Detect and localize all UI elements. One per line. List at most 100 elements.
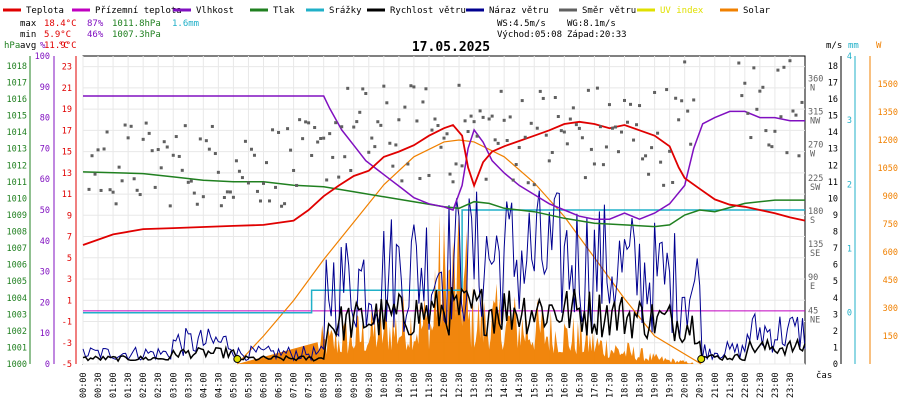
wind-direction-dot <box>644 154 648 158</box>
stat-max-hum: 87% <box>87 19 104 29</box>
w-tick-label: 450 <box>883 276 898 286</box>
wind-direction-dot <box>641 157 645 161</box>
stats-block: max 18.4°C 87% 1011.8hPa 1.6mm min 5.9°C… <box>20 19 627 51</box>
direction-tick-letter: SE <box>810 249 820 259</box>
wind-direction-dot <box>331 155 335 159</box>
wind-direction-dot <box>514 163 518 167</box>
ms-tick-label: 5 <box>833 277 838 287</box>
wind-direction-dot <box>201 195 205 199</box>
wind-direction-dot <box>601 163 605 167</box>
wind-direction-dot <box>117 165 121 169</box>
wind-direction-dot <box>322 136 326 140</box>
wind-direction-dot <box>616 150 620 154</box>
x-tick-label: 05:30 <box>244 372 254 398</box>
wind-direction-dot <box>484 177 488 181</box>
wind-direction-dot <box>129 124 133 128</box>
celsius-tick-label: 11 <box>62 190 72 200</box>
x-tick-label: 20:30 <box>696 372 706 398</box>
wind-direction-dot <box>388 141 392 145</box>
wind-direction-dot <box>650 146 654 150</box>
wind-direction-dot <box>604 145 608 149</box>
x-tick-label: 12:30 <box>455 372 465 398</box>
wind-direction-dot <box>800 100 804 104</box>
wind-direction-dot <box>334 121 338 125</box>
wind-direction-dot <box>180 168 184 172</box>
wind-direction-dot <box>773 129 777 133</box>
stat-sunrise: Východ:05:08 <box>497 30 562 40</box>
wind-direction-dot <box>445 132 449 136</box>
wind-direction-dot <box>635 123 639 127</box>
x-tick-label: 17:00 <box>590 372 600 398</box>
wind-direction-dot <box>677 118 681 122</box>
wind-direction-dot <box>316 140 320 144</box>
stat-ws: WS:4.5m/s <box>497 19 546 29</box>
humidity-line <box>83 95 805 221</box>
wind-direction-dot <box>307 121 311 125</box>
wind-direction-dot <box>505 138 509 142</box>
x-tick-label: 07:00 <box>290 372 300 398</box>
wind-direction-dot <box>478 109 482 113</box>
wind-direction-dot <box>349 168 353 172</box>
wind-direction-dot <box>277 130 281 134</box>
hpa-tick-label: 1003 <box>7 310 27 320</box>
wind-direction-dot <box>499 89 503 93</box>
wind-direction-dot <box>340 125 344 129</box>
x-tick-label: 04:00 <box>199 372 209 398</box>
hpa-tick-label: 1012 <box>7 161 27 171</box>
wind-direction-dot <box>258 199 262 203</box>
wind-direction-dot <box>526 181 530 185</box>
legend-label: Srážky <box>329 6 362 16</box>
axes: hPa% °C1018101710161015101410131012101110… <box>4 41 898 398</box>
wind-direction-dot <box>409 84 413 88</box>
wind-direction-dot <box>162 140 166 144</box>
wind-direction-dot <box>797 154 801 158</box>
wind-direction-dot <box>433 117 437 121</box>
wind-direction-dot <box>607 103 611 107</box>
wind-direction-dot <box>523 135 527 139</box>
hpa-tick-label: 1017 <box>7 78 27 88</box>
hpa-tick-label: 1014 <box>7 128 27 138</box>
wind-direction-dot <box>114 202 118 206</box>
w-axis-unit: W <box>876 41 882 51</box>
wind-direction-dot <box>108 188 112 192</box>
celsius-tick-label: 5 <box>67 254 72 264</box>
w-tick-label: 150 <box>883 332 898 342</box>
wind-direction-dot <box>764 129 768 133</box>
wind-direction-dot <box>219 204 223 208</box>
wind-direction-dot <box>767 143 771 147</box>
x-tick-label: 08:30 <box>335 372 345 398</box>
wind-direction-dot <box>262 181 265 185</box>
hpa-tick-label: 1008 <box>7 228 27 238</box>
wind-direction-dot <box>502 118 506 122</box>
wind-direction-dot <box>406 162 410 166</box>
legend-label: UV index <box>660 6 704 16</box>
x-tick-label: 15:30 <box>545 372 555 398</box>
direction-tick-value: 225 <box>808 174 823 184</box>
x-tick-label: 15:00 <box>530 372 540 398</box>
pct-tick-label: 60 <box>40 175 50 185</box>
celsius-tick-label: 3 <box>67 275 72 285</box>
pct-tick-label: 30 <box>40 268 50 278</box>
ms-tick-label: 17 <box>828 78 838 88</box>
stat-max-rain: 1.6mm <box>172 19 199 29</box>
wind-direction-dot <box>550 150 554 154</box>
wind-direction-dot <box>610 126 614 130</box>
wind-direction-dot <box>460 164 464 168</box>
wind-direction-dot <box>265 161 269 165</box>
wind-direction-dot <box>153 185 157 189</box>
wind-direction-dot <box>403 105 407 109</box>
wind-direction-dot <box>361 87 365 91</box>
hpa-tick-label: 1016 <box>7 95 27 105</box>
wind-direction-dot <box>547 159 551 163</box>
w-tick-label: 1350 <box>878 108 898 118</box>
w-tick-label: 900 <box>883 192 898 202</box>
hpa-tick-label: 1005 <box>7 277 27 287</box>
wind-direction-dot <box>668 149 672 153</box>
wind-direction-dot <box>574 123 578 127</box>
wind-direction-dot <box>469 114 473 118</box>
wind-direction-dot <box>490 114 494 118</box>
wind-direction-dot <box>785 151 789 155</box>
wind-direction-dot <box>231 195 235 199</box>
wind-direction-dot <box>538 89 542 93</box>
x-tick-label: 09:00 <box>350 372 360 398</box>
